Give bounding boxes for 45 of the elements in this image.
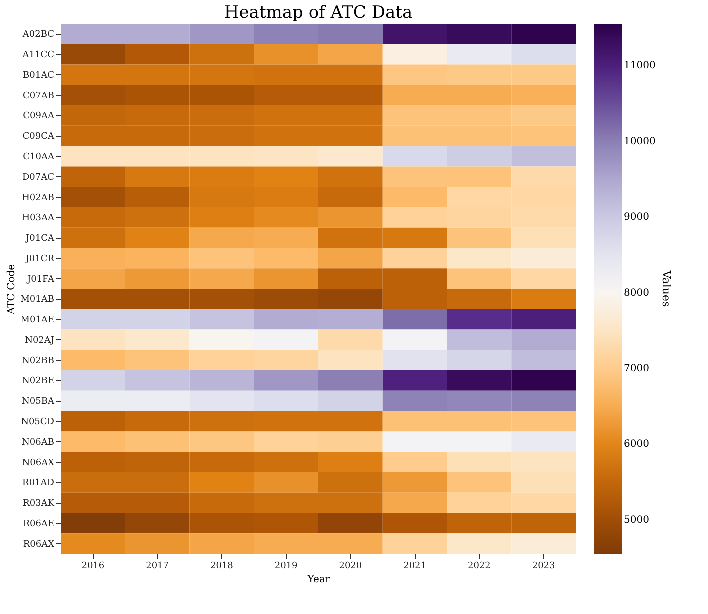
color-bar-label: 8000 [624,288,650,299]
color-bar-label: 9000 [624,212,650,224]
y-tick-label: A02BC [22,30,55,40]
y-tick-label: R06AE [23,519,54,530]
x-tick-label: 2021 [404,562,427,572]
y-tick-label: N05BA [22,397,55,408]
x-tick-label: 2018 [210,562,234,572]
x-tick-label: 2016 [82,562,105,572]
y-tick-label: B01AC [23,70,55,81]
y-axis-title: ATC Code [6,264,18,316]
y-tick-label: N02BE [22,376,54,387]
y-tick-label: C10AA [23,152,55,162]
y-tick-label: N02BB [22,356,55,366]
color-bar-label: 11000 [624,60,656,72]
x-tick-label: 2019 [274,562,298,572]
x-axis-title: Year [306,574,330,586]
color-bar-label: 5000 [624,514,650,526]
color-bar-title: Values [660,270,673,308]
y-tick-label: J01FA [26,274,55,285]
y-tick-label: A11CC [22,50,55,61]
y-tick-label: R03AK [23,499,55,510]
y-tick-label: C09CA [22,132,55,142]
y-tick-label: J01CA [25,234,55,244]
x-tick-label: 2020 [339,562,362,572]
color-bar-label: 7000 [624,364,650,374]
chart-title: Heatmap of ATC Data [224,3,413,23]
x-tick-label: 2023 [532,562,556,572]
y-tick-label: R06AX [23,540,56,550]
y-tick-label: H03AA [22,214,55,224]
y-tick-label: C07AB [23,91,55,102]
y-tick-label: D07AC [22,172,55,183]
y-tick-label: N06AX [22,458,56,468]
y-tick-label: N06AB [22,438,55,448]
y-tick-label: R01AD [22,478,54,489]
y-tick-label: M01AB [20,295,55,306]
y-tick-label: N02AJ [25,336,55,346]
x-tick-label: 2022 [468,562,491,572]
y-tick-label: H02AB [22,193,55,204]
y-tick-label: J01CR [24,254,55,264]
y-tick-label: C09AA [23,112,55,122]
color-bar-label: 10000 [624,136,656,148]
y-tick-label: N05CD [21,418,54,428]
x-tick-label: 2017 [146,562,170,572]
color-bar-label: 6000 [624,439,650,450]
y-tick-label: M01AE [20,316,54,326]
